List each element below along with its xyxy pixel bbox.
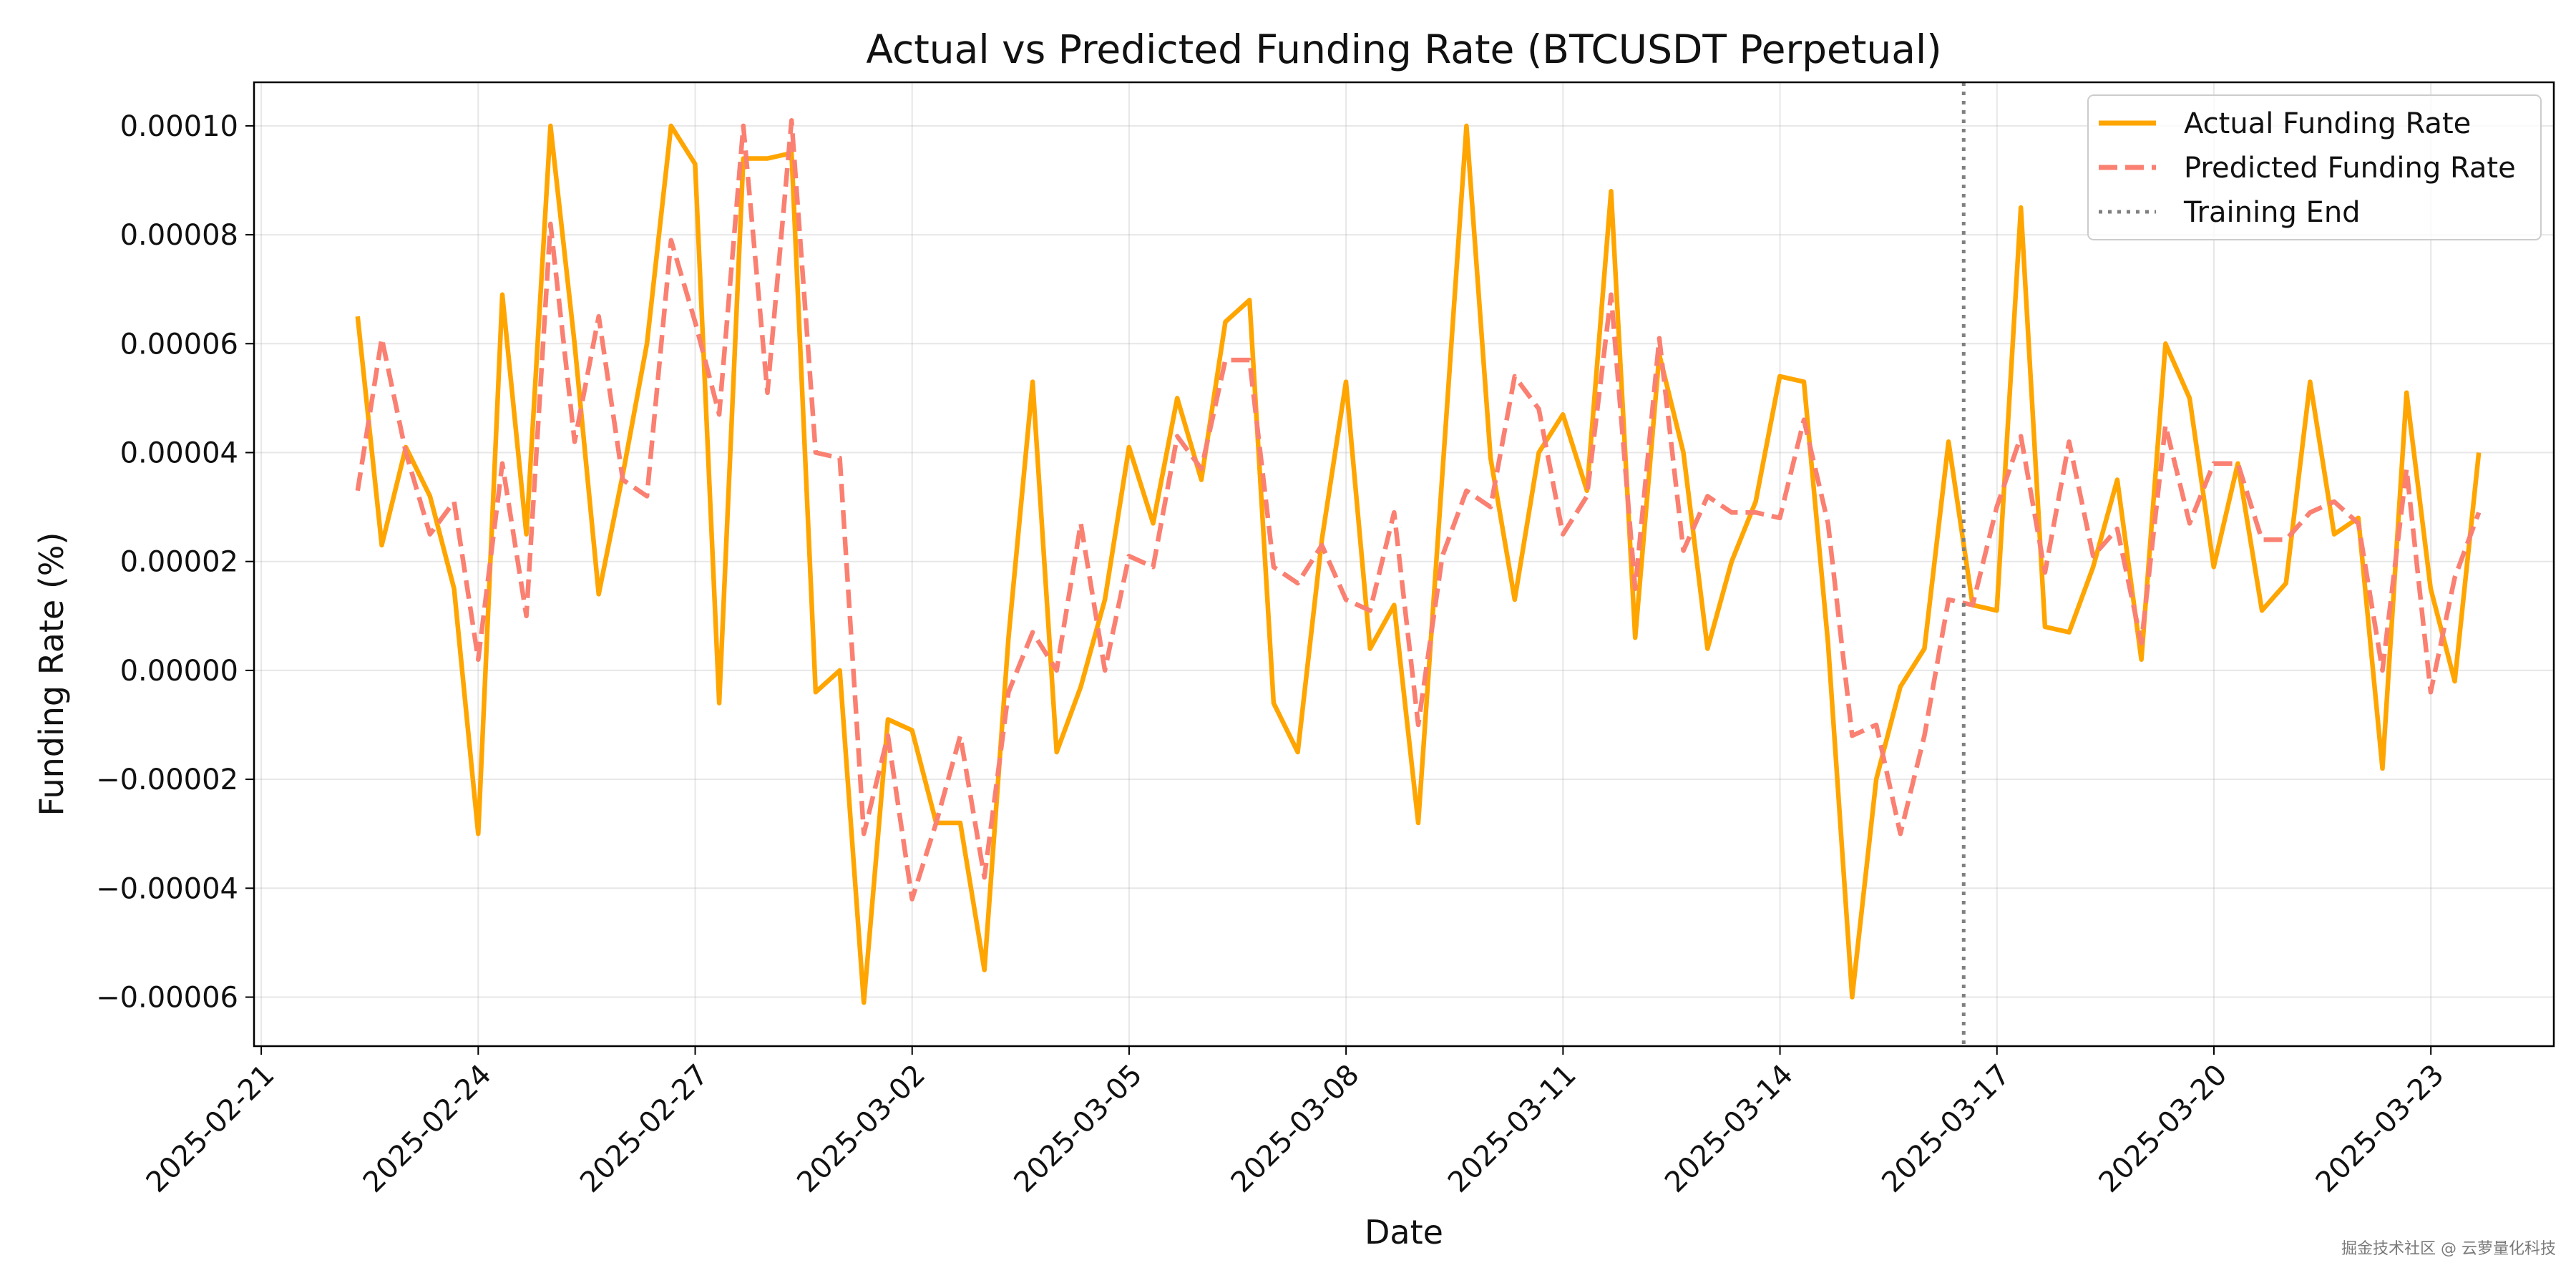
legend-label-actual: Actual Funding Rate — [2184, 107, 2471, 140]
y-tick-label: 0.00004 — [120, 436, 238, 469]
series-lines — [355, 82, 2482, 1046]
grid-lines — [254, 82, 2554, 1046]
plot-frame — [253, 81, 2555, 1048]
y-tick-label: −0.00002 — [96, 763, 238, 796]
y-tick-label: −0.00004 — [96, 872, 238, 905]
y-tick-label: 0.00008 — [120, 219, 238, 252]
actual-funding-rate-line — [355, 123, 2482, 1005]
legend-frame — [2087, 94, 2542, 240]
y-axis-ticks: 0.00010 0.00008 0.00006 0.00004 0.00002 0.000… — [96, 110, 254, 1015]
legend-label-predicted: Predicted Funding Rate — [2184, 152, 2516, 185]
legend: Actual Funding Rate Predicted Funding Ra… — [2087, 94, 2542, 240]
y-tick-label: 0.00000 — [120, 655, 238, 688]
y-tick-label: 0.00006 — [120, 328, 238, 361]
y-tick-label: 0.00002 — [120, 546, 238, 579]
y-tick-label: 0.00010 — [120, 110, 238, 143]
x-axis-label: Date — [1365, 1213, 1443, 1252]
legend-label-training-end: Training End — [2183, 196, 2361, 229]
axes — [253, 81, 2555, 1048]
chart-title: Actual vs Predicted Funding Rate (BTCUSD… — [866, 26, 1941, 72]
y-axis-label: Funding Rate (%) — [32, 532, 71, 816]
predicted-funding-rate-line — [355, 118, 2482, 902]
watermark-text: 掘金技术社区 @ 云萝量化科技 — [2341, 1240, 2556, 1258]
y-tick-label: −0.00006 — [96, 982, 238, 1015]
